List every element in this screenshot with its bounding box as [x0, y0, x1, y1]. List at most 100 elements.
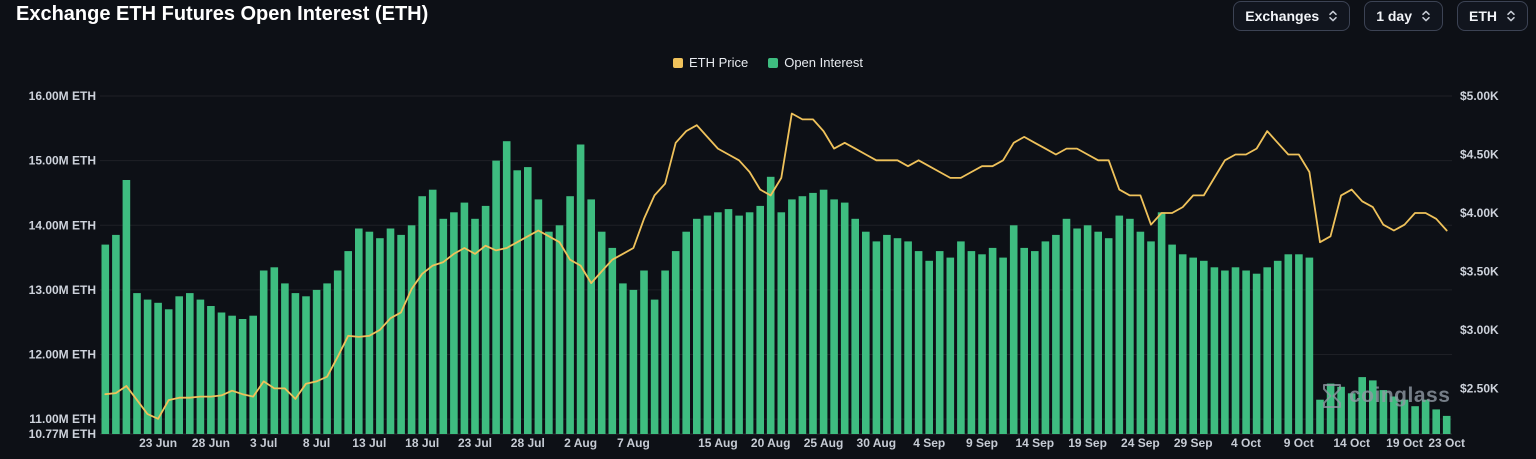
oi-bar[interactable]: [386, 228, 395, 435]
oi-bar[interactable]: [1031, 251, 1039, 434]
oi-bar[interactable]: [365, 231, 374, 434]
oi-bar[interactable]: [840, 202, 849, 434]
oi-bar[interactable]: [133, 293, 141, 434]
oi-bar[interactable]: [640, 270, 648, 435]
oi-bar[interactable]: [830, 199, 838, 434]
oi-bar[interactable]: [967, 251, 976, 434]
oi-bar[interactable]: [355, 228, 363, 435]
interval-dropdown[interactable]: 1 day: [1364, 1, 1443, 31]
oi-bar[interactable]: [344, 251, 352, 434]
oi-bar[interactable]: [1400, 399, 1409, 434]
oi-bar[interactable]: [112, 234, 120, 434]
oi-bar[interactable]: [862, 231, 870, 434]
oi-bar[interactable]: [735, 215, 743, 434]
oi-bar[interactable]: [1115, 215, 1124, 434]
oi-bar[interactable]: [1411, 406, 1419, 434]
oi-bar[interactable]: [249, 315, 257, 434]
oi-bar[interactable]: [186, 293, 194, 434]
oi-bar[interactable]: [439, 218, 448, 434]
oi-bar[interactable]: [481, 205, 490, 434]
oi-bar[interactable]: [1168, 244, 1176, 434]
oi-bar[interactable]: [766, 176, 775, 435]
oi-bar[interactable]: [238, 319, 247, 434]
oi-bar[interactable]: [883, 234, 891, 434]
oi-bar[interactable]: [1052, 234, 1060, 434]
oi-bar[interactable]: [661, 270, 669, 435]
oi-bar[interactable]: [524, 167, 532, 434]
oi-bar[interactable]: [534, 199, 543, 434]
oi-bar[interactable]: [756, 205, 764, 434]
symbol-dropdown[interactable]: ETH: [1457, 1, 1528, 31]
oi-bar[interactable]: [925, 260, 933, 434]
oi-bar[interactable]: [1263, 267, 1271, 434]
oi-bar[interactable]: [724, 209, 733, 434]
oi-bar[interactable]: [101, 244, 110, 434]
oi-bar[interactable]: [693, 218, 701, 434]
oi-bar[interactable]: [555, 225, 564, 434]
oi-bar[interactable]: [1073, 228, 1081, 435]
oi-bar[interactable]: [978, 254, 986, 434]
oi-bar[interactable]: [819, 189, 828, 434]
oi-bar[interactable]: [1442, 415, 1451, 434]
oi-bar[interactable]: [1041, 241, 1050, 434]
oi-bar[interactable]: [1104, 238, 1113, 434]
oi-bar[interactable]: [1273, 260, 1282, 434]
oi-bar[interactable]: [587, 199, 595, 434]
oi-bar[interactable]: [608, 247, 617, 434]
oi-bar[interactable]: [492, 160, 500, 434]
oi-bar[interactable]: [545, 231, 553, 434]
oi-bar[interactable]: [809, 192, 817, 434]
oi-bar[interactable]: [1390, 396, 1398, 435]
oi-bar[interactable]: [988, 247, 997, 434]
oi-bar[interactable]: [1305, 257, 1314, 434]
oi-bar[interactable]: [376, 238, 384, 434]
oi-bar[interactable]: [397, 234, 405, 434]
oi-bar[interactable]: [1379, 390, 1388, 434]
oi-bar[interactable]: [1295, 254, 1303, 434]
oi-bar[interactable]: [745, 212, 754, 434]
oi-bar[interactable]: [1200, 260, 1208, 434]
legend-item-open-interest[interactable]: Open Interest: [768, 55, 863, 70]
oi-bar[interactable]: [1347, 393, 1356, 434]
oi-bar[interactable]: [122, 180, 131, 434]
oi-bar[interactable]: [323, 283, 331, 434]
oi-bar[interactable]: [893, 238, 902, 434]
oi-bar[interactable]: [682, 231, 690, 434]
oi-bar[interactable]: [1242, 270, 1250, 435]
oi-bar[interactable]: [143, 299, 152, 434]
oi-bar[interactable]: [281, 283, 289, 434]
oi-bar[interactable]: [1178, 254, 1187, 434]
oi-bar[interactable]: [228, 315, 236, 434]
oi-bar[interactable]: [302, 296, 310, 434]
oi-bar[interactable]: [1358, 377, 1366, 434]
oi-bar[interactable]: [851, 218, 859, 434]
oi-bar[interactable]: [175, 296, 183, 434]
oi-bar[interactable]: [999, 257, 1007, 434]
oi-bar[interactable]: [471, 218, 479, 434]
oi-bar[interactable]: [1231, 267, 1240, 434]
oi-bar[interactable]: [513, 170, 521, 435]
oi-bar[interactable]: [217, 312, 226, 435]
oi-bar[interactable]: [1252, 273, 1261, 434]
oi-bar[interactable]: [1432, 409, 1440, 434]
oi-bar[interactable]: [597, 231, 606, 434]
oi-bar[interactable]: [703, 215, 712, 434]
oi-bar[interactable]: [1369, 380, 1377, 434]
legend-item-eth-price[interactable]: ETH Price: [672, 55, 748, 70]
oi-bar[interactable]: [428, 189, 437, 434]
oi-bar[interactable]: [935, 251, 944, 434]
oi-bar[interactable]: [312, 289, 321, 434]
oi-bar[interactable]: [1337, 386, 1345, 434]
oi-bar[interactable]: [1189, 257, 1197, 434]
oi-bar[interactable]: [1316, 399, 1324, 434]
oi-bar[interactable]: [957, 241, 965, 434]
oi-bar[interactable]: [1009, 225, 1018, 434]
oi-bar[interactable]: [407, 225, 416, 434]
open-interest-chart[interactable]: 16.00M ETH 15.00M ETH 14.00M ETH 13.00M ETH…: [0, 80, 1536, 459]
oi-bar[interactable]: [450, 212, 458, 434]
oi-bar[interactable]: [904, 241, 912, 434]
oi-bar[interactable]: [259, 270, 268, 435]
oi-bar[interactable]: [460, 202, 469, 434]
oi-bar[interactable]: [1221, 270, 1229, 435]
oi-bar[interactable]: [619, 283, 627, 434]
